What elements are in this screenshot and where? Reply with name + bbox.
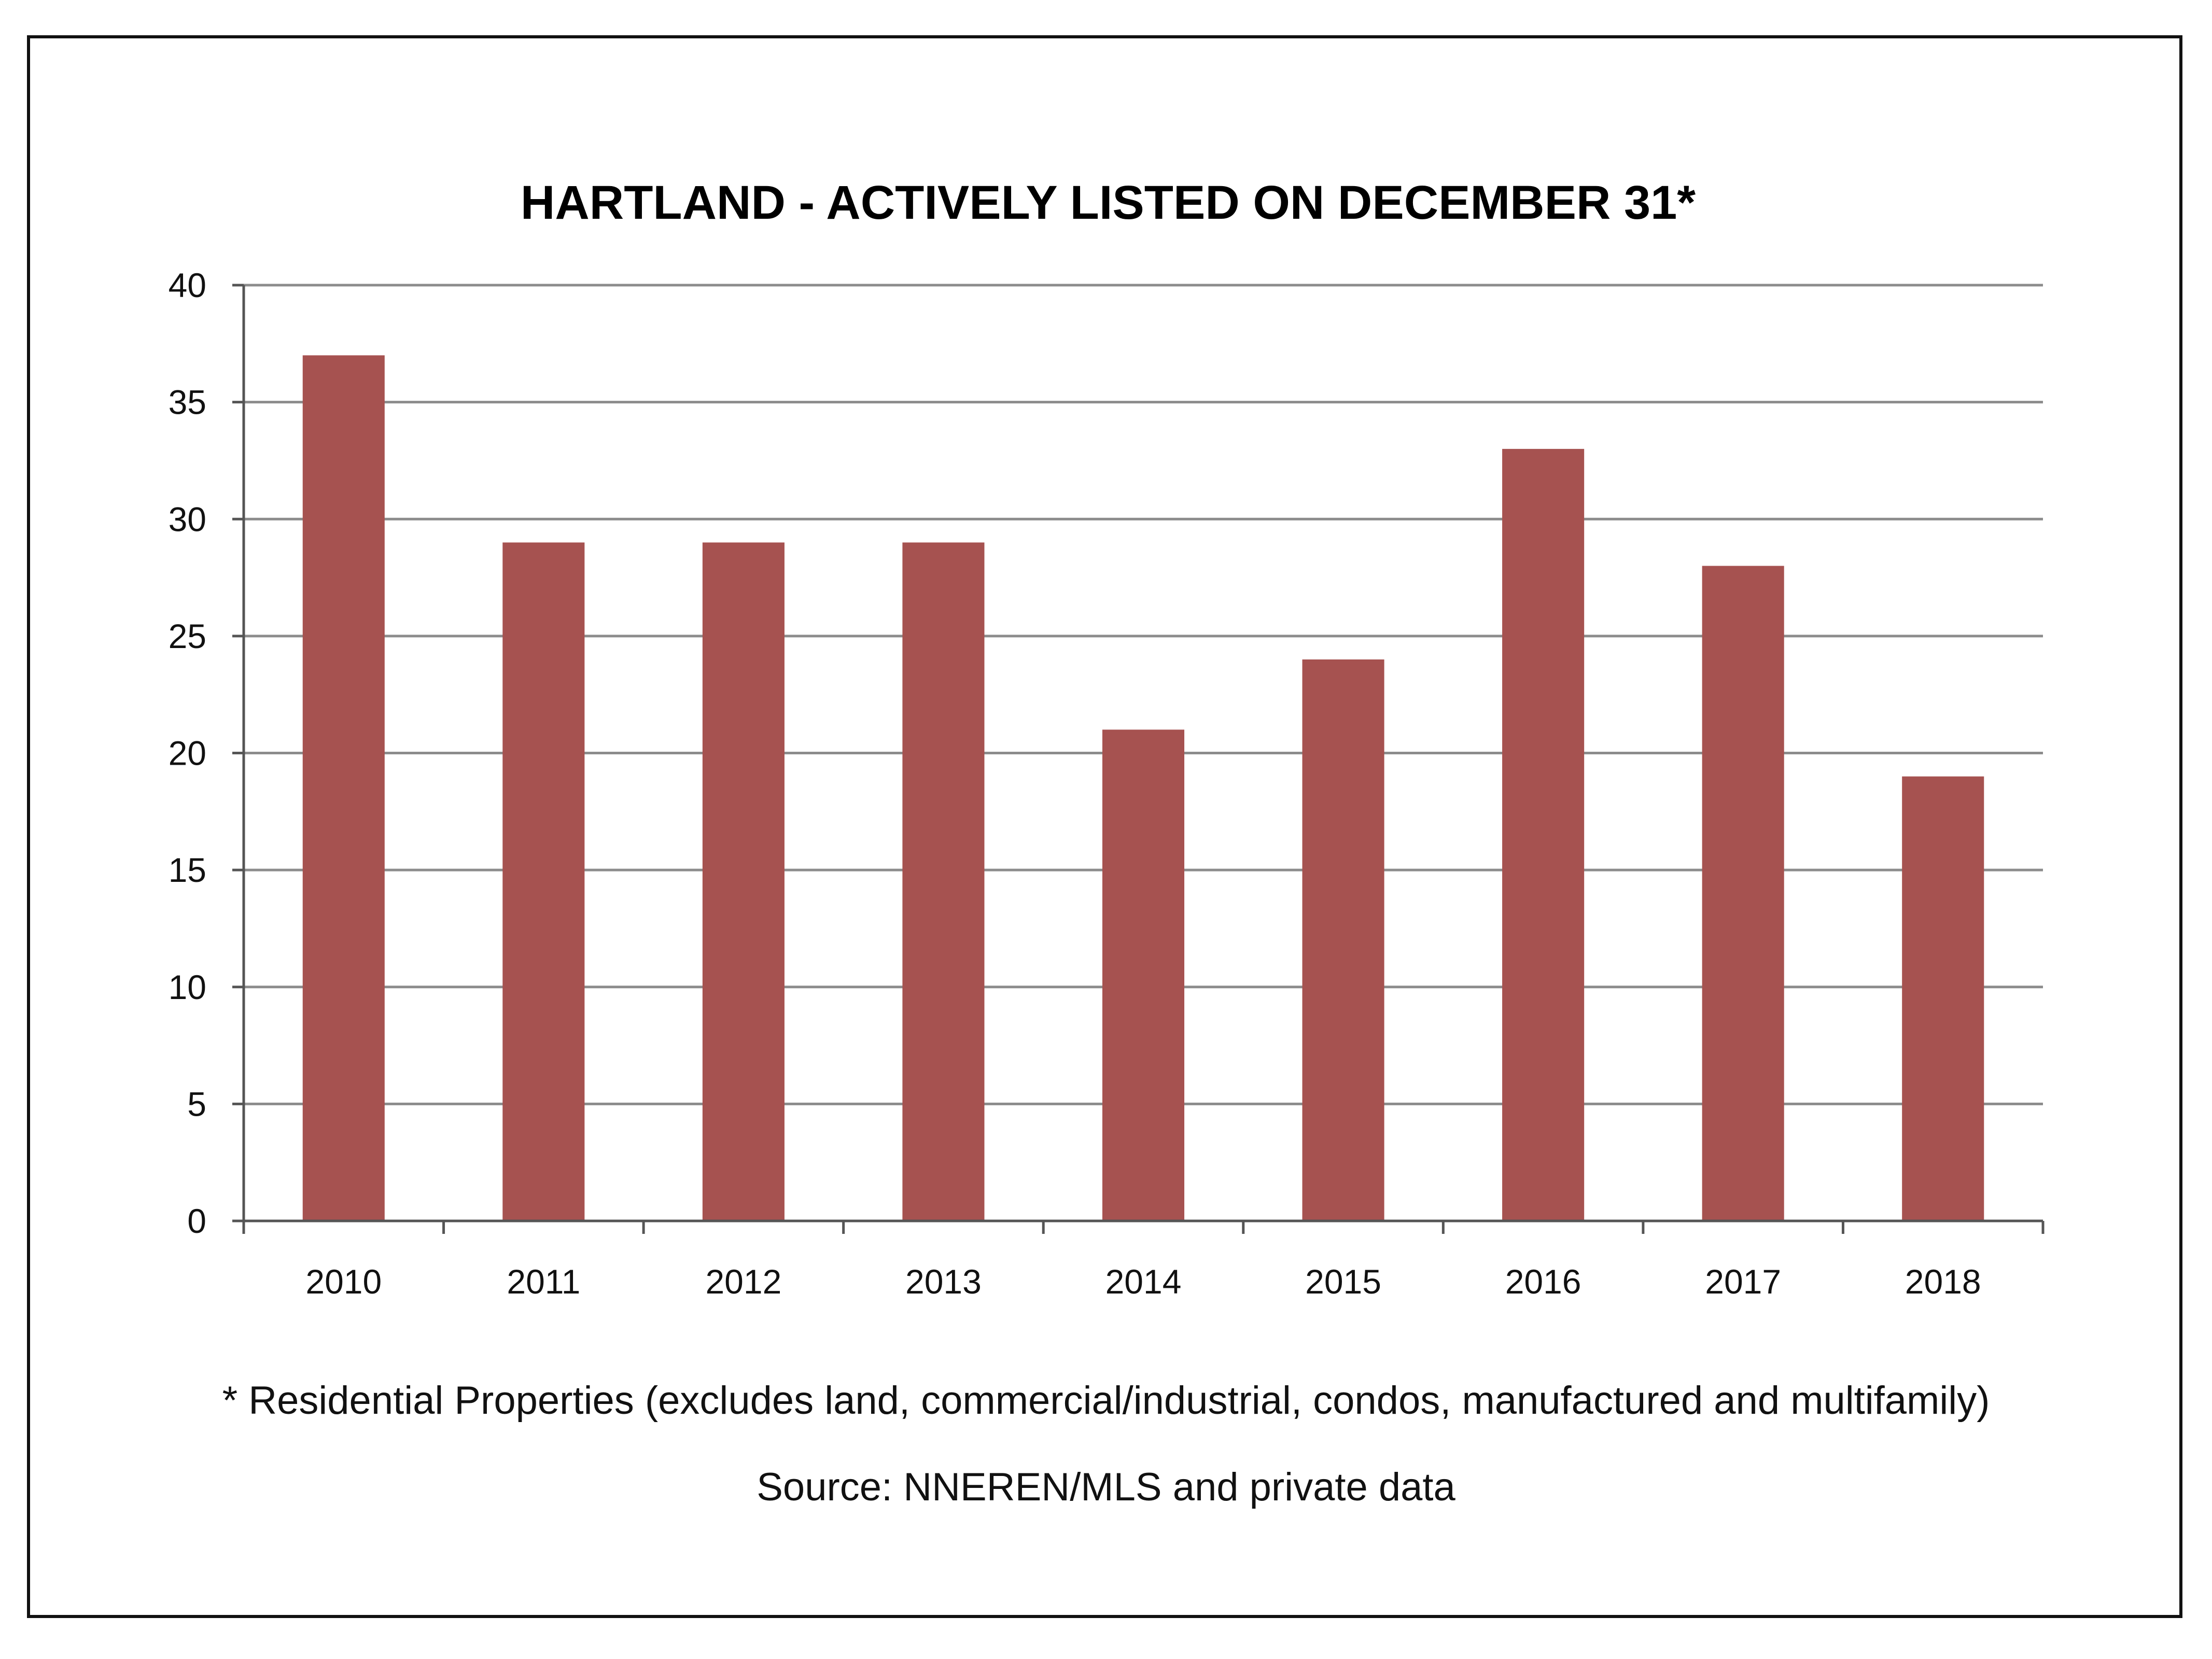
x-tick-label: 2016 <box>1505 1262 1581 1301</box>
x-tick-label: 2015 <box>1305 1262 1381 1301</box>
bar <box>702 542 785 1221</box>
y-tick-label: 35 <box>169 383 206 421</box>
x-tick-label: 2017 <box>1705 1262 1781 1301</box>
bar <box>302 355 385 1221</box>
y-tick-label: 15 <box>169 851 206 889</box>
bars <box>302 355 1984 1221</box>
bar <box>502 542 585 1221</box>
source-note: Source: NNEREN/MLS and private data <box>757 1465 1455 1509</box>
footnote: * Residential Properties (excludes land,… <box>222 1379 1990 1423</box>
y-tick-label: 30 <box>169 500 206 538</box>
bar <box>1102 729 1185 1221</box>
x-tick-label: 2013 <box>905 1262 982 1301</box>
y-tick-label: 0 <box>187 1202 206 1240</box>
y-tick-label: 5 <box>187 1085 206 1123</box>
x-axis-ticks: 2010 2011 2012 2013 2014 2015 2016 2017 2018 <box>242 1221 2045 1301</box>
x-tick-label: 2010 <box>305 1262 382 1301</box>
bar <box>1502 448 1585 1221</box>
bar <box>1302 659 1384 1221</box>
x-tick-label: 2014 <box>1105 1262 1182 1301</box>
chart-title: HARTLAND - ACTIVELY LISTED ON DECEMBER 3… <box>521 176 1696 229</box>
bar <box>1902 776 1984 1221</box>
y-tick-label: 25 <box>169 617 206 655</box>
y-tick-label: 20 <box>169 734 206 772</box>
x-tick-label: 2018 <box>1905 1262 1981 1301</box>
bar <box>902 542 985 1221</box>
x-tick-label: 2012 <box>705 1262 781 1301</box>
x-tick-label: 2011 <box>507 1262 580 1301</box>
y-axis-ticks: 0 5 10 15 20 25 30 35 40 <box>169 266 244 1240</box>
chart-frame <box>27 35 2182 1618</box>
y-tick-label: 10 <box>169 968 206 1006</box>
y-tick-label: 40 <box>169 266 206 304</box>
bar <box>1702 566 1784 1221</box>
axes <box>242 285 2043 1222</box>
